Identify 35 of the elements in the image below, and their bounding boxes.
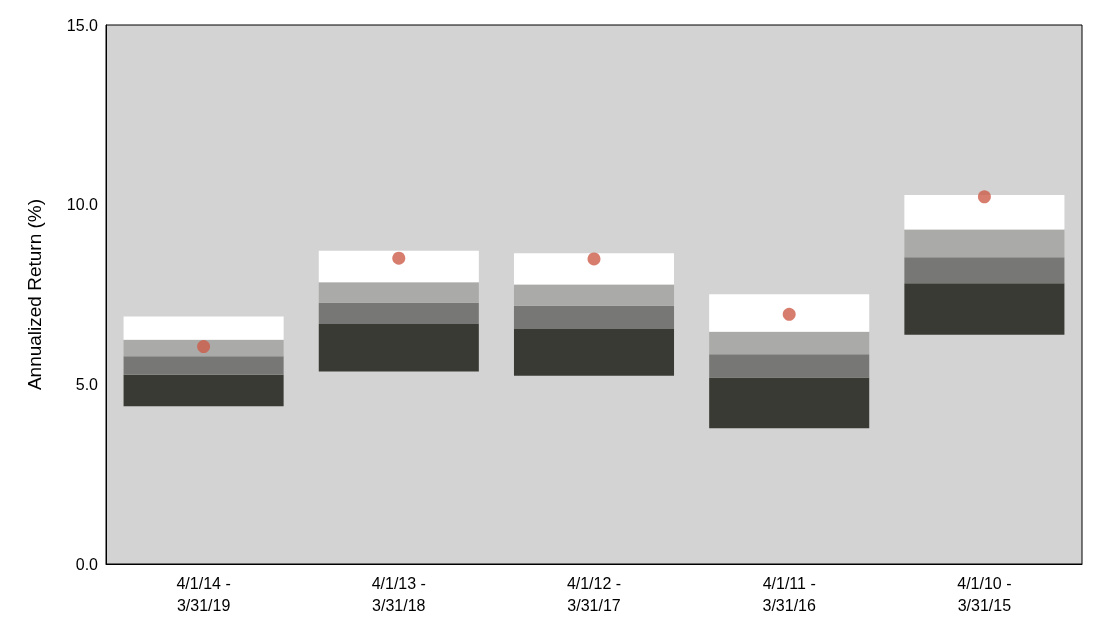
- bar: [709, 331, 870, 355]
- y-tick-label: 10.0: [66, 196, 99, 214]
- bar: [709, 377, 870, 429]
- bar: [123, 356, 284, 375]
- bar: [318, 250, 479, 283]
- bar: [123, 316, 284, 340]
- point: [782, 307, 796, 321]
- bar: [904, 283, 1065, 335]
- bar: [513, 253, 675, 285]
- bar: [318, 302, 479, 324]
- x-tick-label: 4/1/12 - 3/31/17: [566, 574, 622, 614]
- x-tick-label: 4/1/11 - 3/31/16: [762, 574, 816, 614]
- point: [977, 190, 991, 204]
- bar: [123, 339, 284, 357]
- bar: [318, 323, 479, 372]
- x-tick-label: 4/1/10 - 3/31/15: [957, 574, 1012, 614]
- x-tick-label: 4/1/13 - 3/31/18: [371, 574, 426, 614]
- bar: [904, 257, 1065, 284]
- point: [392, 251, 406, 265]
- y-tick-label: 5.0: [75, 375, 99, 393]
- bar: [904, 194, 1065, 230]
- y-tick-label: 0.0: [75, 555, 99, 573]
- bar: [904, 229, 1065, 258]
- bar: [318, 282, 479, 303]
- point: [587, 252, 601, 266]
- y-tick-label: 15.0: [66, 16, 99, 34]
- y-axis-title: Annualized Return (%): [24, 198, 45, 391]
- point: [197, 340, 211, 354]
- bar: [123, 374, 284, 407]
- bar: [709, 354, 870, 378]
- bar: [513, 329, 675, 376]
- bar: [513, 305, 675, 329]
- bar: [709, 294, 870, 332]
- x-tick-label: 4/1/14 - 3/31/19: [176, 574, 231, 614]
- bar: [513, 284, 675, 306]
